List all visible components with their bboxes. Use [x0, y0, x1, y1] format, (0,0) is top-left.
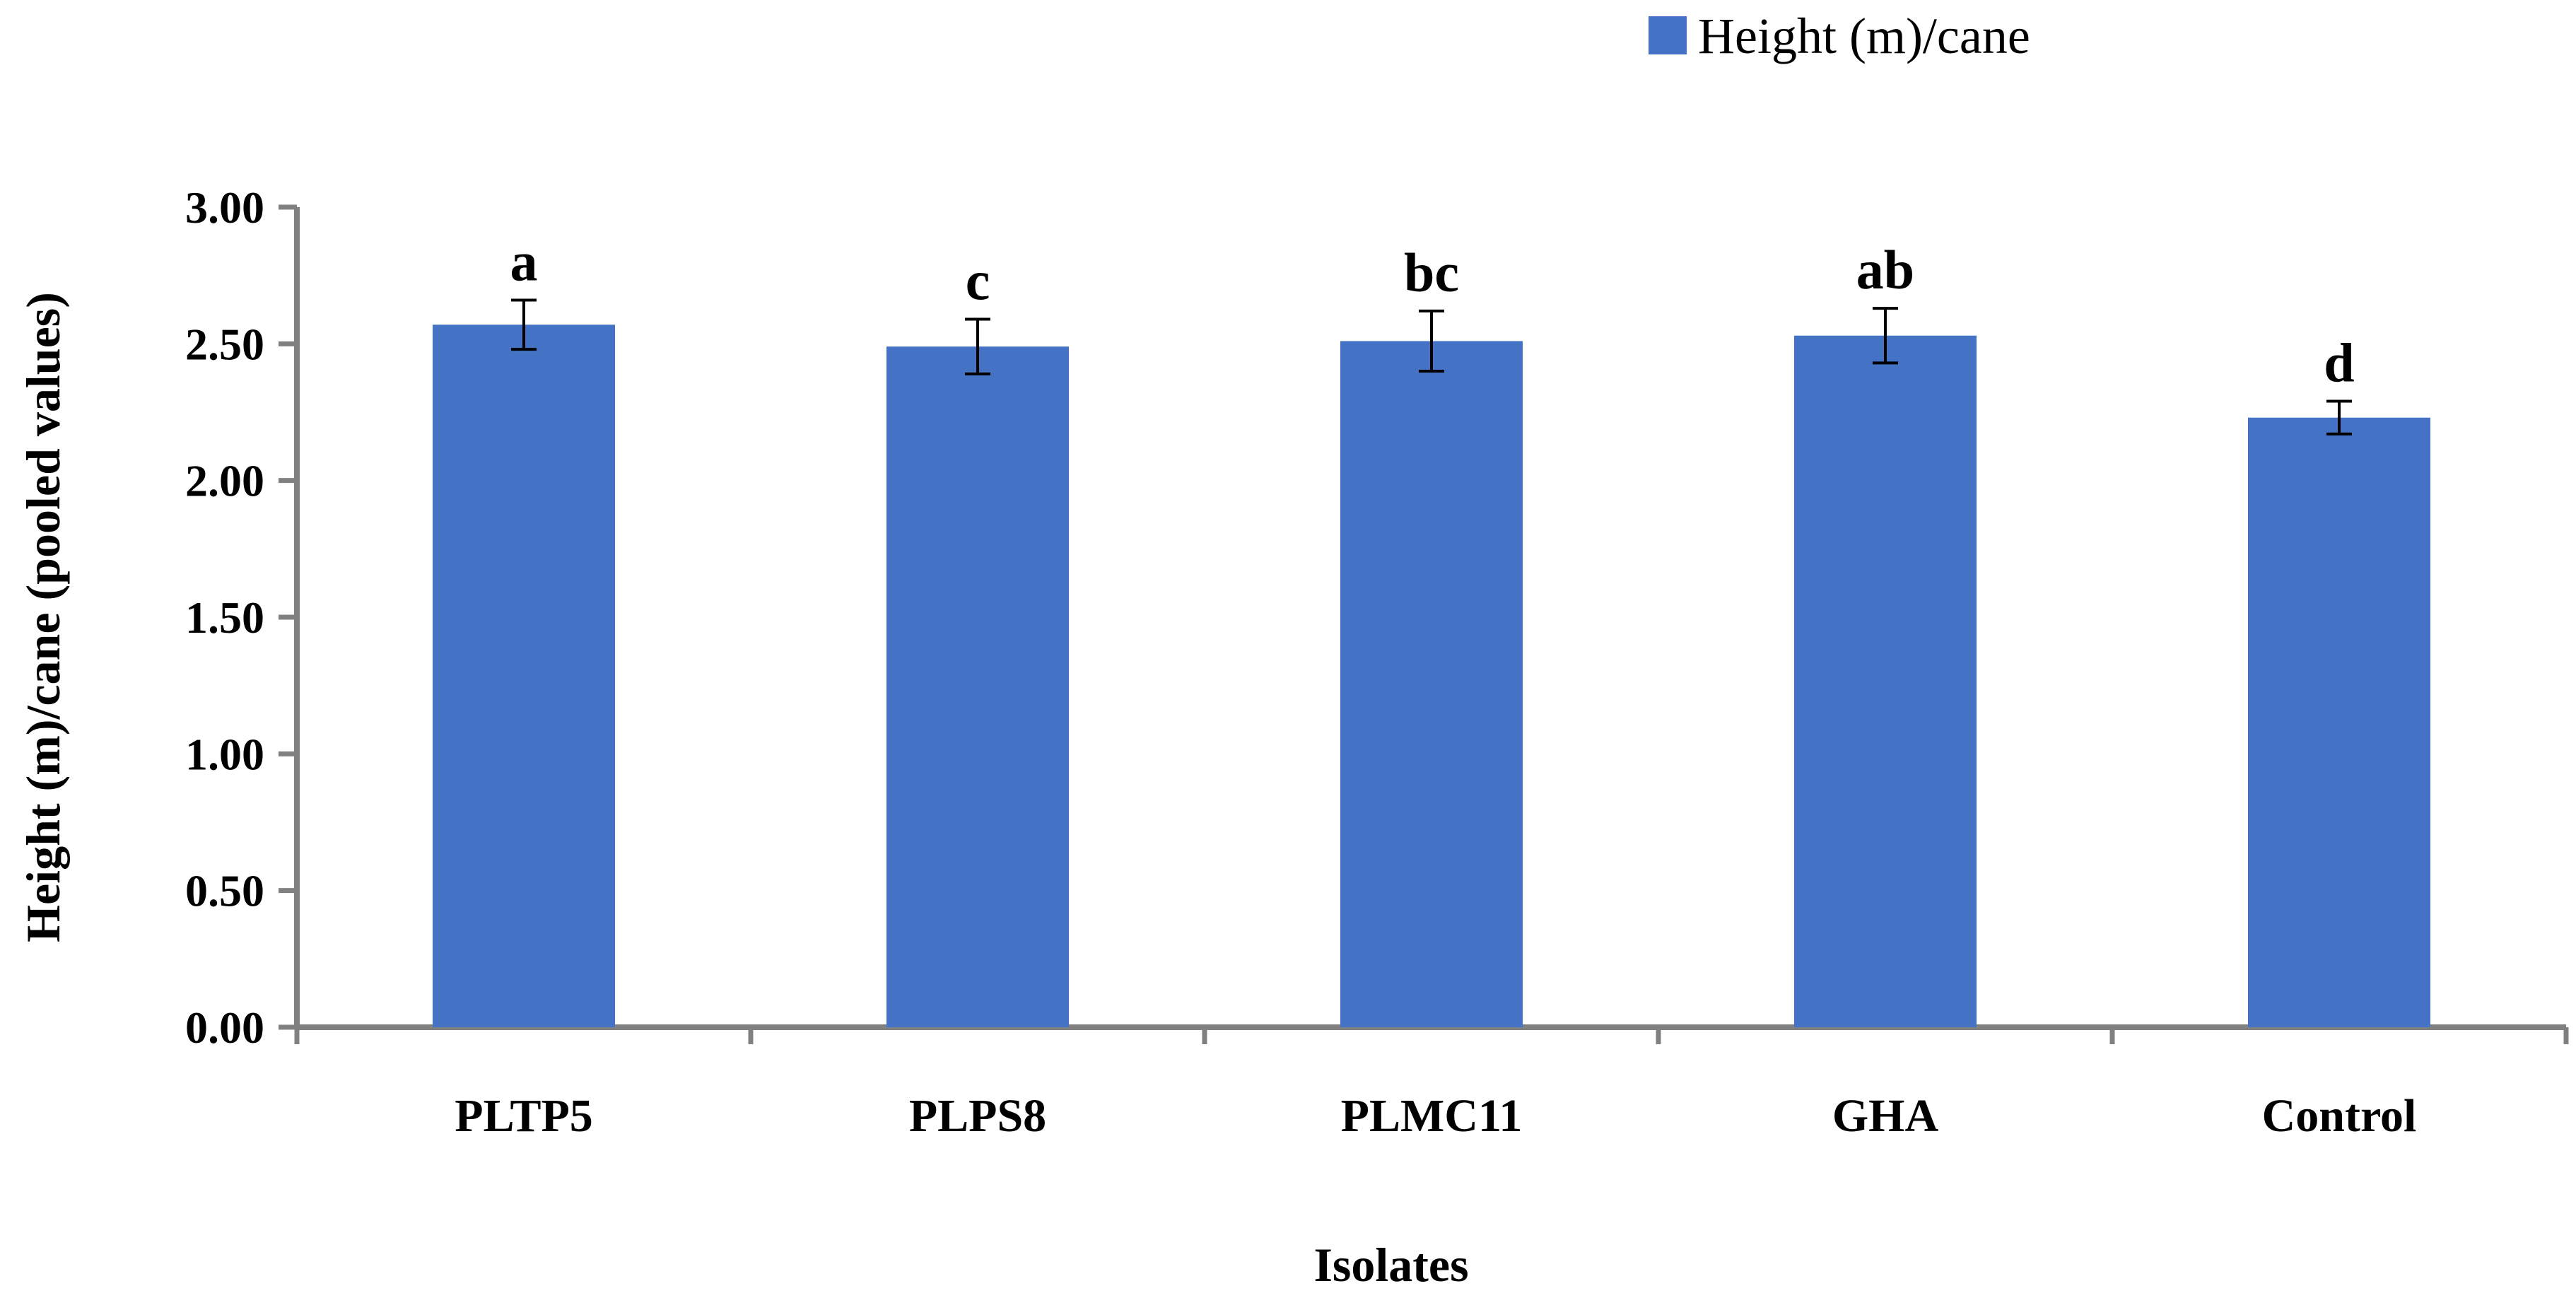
significance-label-pltp5: a	[510, 230, 538, 292]
bars	[433, 324, 2430, 1027]
significance-label-plmc11: bc	[1404, 242, 1459, 303]
x-category-label: PLTP5	[455, 1090, 593, 1142]
y-tick-label: 1.00	[185, 729, 264, 779]
error-bar-plps8	[965, 317, 990, 375]
error-bar-gha	[1873, 307, 1898, 365]
bar-gha	[1794, 335, 1977, 1027]
y-tick-label: 0.00	[185, 1002, 264, 1053]
error-bar-pltp5	[511, 298, 537, 351]
y-ticks: 0.00 0.50 1.00 1.50 2.00 2.50 3.00	[185, 182, 297, 1053]
significance-label-plps8: c	[966, 250, 990, 312]
significance-labels: a c bc ab d	[510, 230, 2355, 393]
x-category-label: GHA	[1832, 1090, 1939, 1142]
x-axis-title: Isolates	[1313, 1238, 1468, 1292]
x-category-label: PLPS8	[909, 1090, 1046, 1142]
error-bars	[511, 298, 2352, 435]
y-axis-title: Height (m)/cane (pooled values)	[16, 292, 70, 942]
legend-label: Height (m)/cane	[1698, 8, 2030, 64]
bar-pltp5	[433, 324, 615, 1027]
legend-swatch	[1649, 16, 1687, 54]
bar-plps8	[886, 346, 1069, 1027]
x-category-label: Control	[2262, 1090, 2417, 1142]
bar-plmc11	[1340, 341, 1523, 1027]
bar-control	[2248, 417, 2430, 1027]
error-bar-control	[2326, 399, 2352, 435]
y-tick-label: 2.00	[185, 456, 264, 506]
legend: Height (m)/cane	[1649, 8, 2030, 64]
y-tick-label: 1.50	[185, 592, 264, 643]
error-bar-plmc11	[1419, 309, 1444, 373]
y-tick-label: 3.00	[185, 182, 264, 233]
y-tick-label: 0.50	[185, 866, 264, 916]
category-labels: PLTP5 PLPS8 PLMC11 GHA Control	[455, 1090, 2416, 1142]
x-category-label: PLMC11	[1341, 1090, 1523, 1142]
y-tick-label: 2.50	[185, 319, 264, 369]
significance-label-control: d	[2324, 332, 2354, 394]
significance-label-gha: ab	[1856, 239, 1914, 300]
x-ticks	[294, 1027, 2569, 1044]
